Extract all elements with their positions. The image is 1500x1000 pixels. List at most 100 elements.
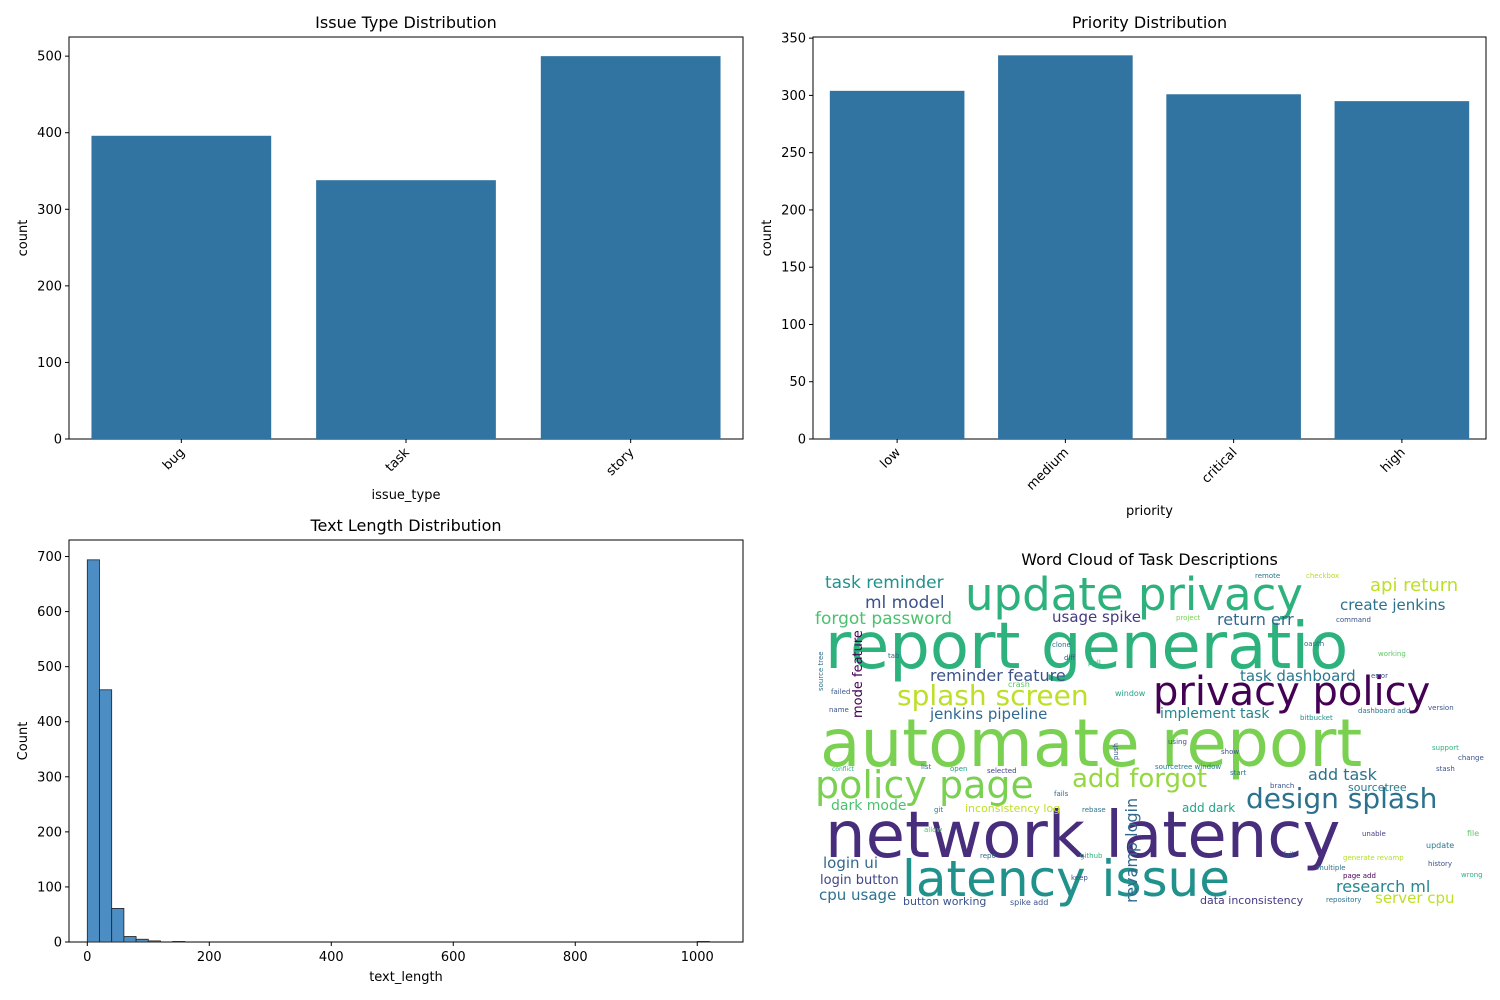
text-length-chart-ytick-label: 300 [37, 770, 62, 785]
issue-type-chart-ytick-label: 500 [37, 50, 62, 65]
word-cloud-word: add task [1308, 765, 1378, 784]
word-cloud-word: implement task [1160, 706, 1270, 722]
word-cloud-word: file [1467, 829, 1479, 838]
text-length-chart-title: Text Length Distribution [309, 516, 501, 535]
word-cloud-word: using [1168, 738, 1187, 746]
word-cloud-word: project [1176, 614, 1201, 622]
word-cloud-word: window [1115, 689, 1146, 698]
text-length-chart-bin [135, 938, 149, 943]
word-cloud-word: inconsistency log [965, 802, 1060, 815]
text-length-chart-xtick-label: 1000 [681, 950, 714, 965]
text-length-chart: Text Length Distribution 0 100 200 300 400 500… [16, 516, 744, 985]
issue-type-chart-ytick-label: 100 [37, 356, 62, 371]
word-cloud-word: login button [820, 873, 899, 888]
text-length-chart-xlabel: text_length [369, 970, 443, 985]
text-length-chart-ytick-label: 100 [37, 880, 62, 895]
word-cloud: Word Cloud of Task Descriptions automate … [815, 550, 1484, 908]
text-length-chart-ytick-label: 600 [37, 605, 62, 620]
text-length-chart-bin [172, 941, 186, 943]
word-cloud-word: oauth [1304, 640, 1324, 648]
word-cloud-word: wrong [1461, 871, 1483, 879]
word-cloud-word: jenkins pipeline [929, 705, 1047, 723]
priority-chart-bar-low [829, 90, 965, 439]
word-cloud-word: conflict [832, 766, 855, 773]
issue-type-chart-ytick-label: 400 [37, 126, 62, 141]
issue-type-chart-xtick-label: bug [160, 445, 188, 473]
word-cloud-word: splash screen [897, 679, 1089, 712]
word-cloud-word: repository [1326, 896, 1361, 904]
word-cloud-word: working [1378, 650, 1406, 658]
text-length-chart-ytick-label: 700 [37, 550, 62, 565]
priority-chart-ytick-label: 200 [781, 203, 806, 218]
word-cloud-word: data inconsistency [1200, 894, 1304, 907]
word-cloud-word: server cpu [1375, 889, 1455, 907]
priority-chart-ylabel: count [760, 220, 775, 257]
text-length-chart-ylabel: Count [16, 722, 31, 761]
issue-type-chart-bar-bug [91, 135, 272, 439]
word-cloud-word: report generatio [825, 610, 1348, 684]
word-cloud-word: dashboard add [1358, 707, 1410, 715]
word-cloud-word: bitbucket [1300, 714, 1333, 722]
word-cloud-word: stash [1436, 765, 1455, 773]
word-cloud-word: checkbox [1306, 572, 1339, 580]
issue-type-chart-bar-story [540, 56, 721, 440]
text-length-chart-ytick-label: 200 [37, 825, 62, 840]
word-cloud-word: network latency [825, 799, 1340, 873]
word-cloud-word: task dashboard [1240, 667, 1356, 685]
text-length-chart-xtick-label: 0 [83, 950, 91, 965]
word-cloud-word: add dark [1182, 801, 1235, 815]
priority-chart-ytick-label: 0 [798, 433, 806, 448]
word-cloud-word: change [1458, 754, 1484, 762]
word-cloud-word: cpu usage [819, 886, 896, 904]
text-length-chart-ytick-label: 400 [37, 715, 62, 730]
word-cloud-word: latency issue [902, 850, 1230, 908]
word-cloud-word: show [1221, 748, 1239, 756]
text-length-chart-bin [696, 941, 710, 943]
priority-chart-xlabel: priority [1126, 504, 1173, 519]
word-cloud-word: mode feature [851, 630, 866, 718]
word-cloud-word: research ml [1336, 877, 1430, 896]
word-cloud-word: unable [1362, 830, 1386, 838]
priority-chart-xtick-label: critical [1199, 445, 1240, 486]
text-length-chart-xtick-label: 400 [319, 950, 344, 965]
word-cloud-word: task reminder [825, 573, 944, 593]
word-cloud-word: crash [1008, 680, 1030, 689]
word-cloud-word: error [1371, 672, 1388, 680]
issue-type-chart: Issue Type Distribution 0 100 200 300 400 500 c… [16, 13, 744, 503]
issue-type-chart-ytick-label: 200 [37, 279, 62, 294]
priority-chart-xtick-label: high [1378, 445, 1409, 476]
word-cloud-word: privacy policy [1153, 669, 1430, 715]
word-cloud-title: Word Cloud of Task Descriptions [1021, 550, 1278, 569]
word-cloud-word: sourcetree window [1155, 763, 1221, 771]
word-cloud-word: selected [987, 767, 1017, 775]
word-cloud-word: dark mode [831, 798, 906, 814]
word-cloud-word: diff [1064, 654, 1075, 662]
issue-type-chart-ytick-label: 0 [54, 433, 62, 448]
word-cloud-word: rebase [1082, 806, 1106, 814]
word-cloud-word: tab [888, 652, 900, 660]
word-cloud-word: start [1230, 769, 1247, 777]
word-cloud-word: clone [1052, 641, 1071, 649]
word-cloud-word: github [1080, 852, 1103, 860]
word-cloud-word: allow [924, 826, 942, 834]
text-length-chart-xtick-label: 200 [197, 950, 222, 965]
word-cloud-word: design splash [1246, 782, 1437, 815]
priority-chart-ytick-label: 300 [781, 89, 806, 104]
word-cloud-word: page add [1343, 872, 1376, 880]
word-cloud-word: history [1428, 860, 1452, 868]
text-length-chart-xtick-label: 800 [563, 950, 588, 965]
word-cloud-word: usage spike [1052, 608, 1141, 626]
issue-type-chart-xtick-label: story [604, 445, 638, 479]
word-cloud-word: create jenkins [1340, 596, 1446, 614]
issue-type-chart-xlabel: issue_type [372, 488, 441, 503]
word-cloud-word: sourcetree [1348, 781, 1407, 794]
word-cloud-word: failed [831, 688, 850, 696]
word-cloud-word: add forgot [1072, 764, 1207, 794]
text-length-chart-bin [86, 559, 100, 943]
word-cloud-word: version [1428, 704, 1454, 712]
word-cloud-word: multiple [1317, 864, 1346, 872]
word-cloud-word: automate report [820, 705, 1362, 782]
text-length-chart-ytick-label: 0 [54, 936, 62, 951]
priority-chart: Priority Distribution 0 50 100 150 200 250 300 3… [760, 13, 1487, 519]
